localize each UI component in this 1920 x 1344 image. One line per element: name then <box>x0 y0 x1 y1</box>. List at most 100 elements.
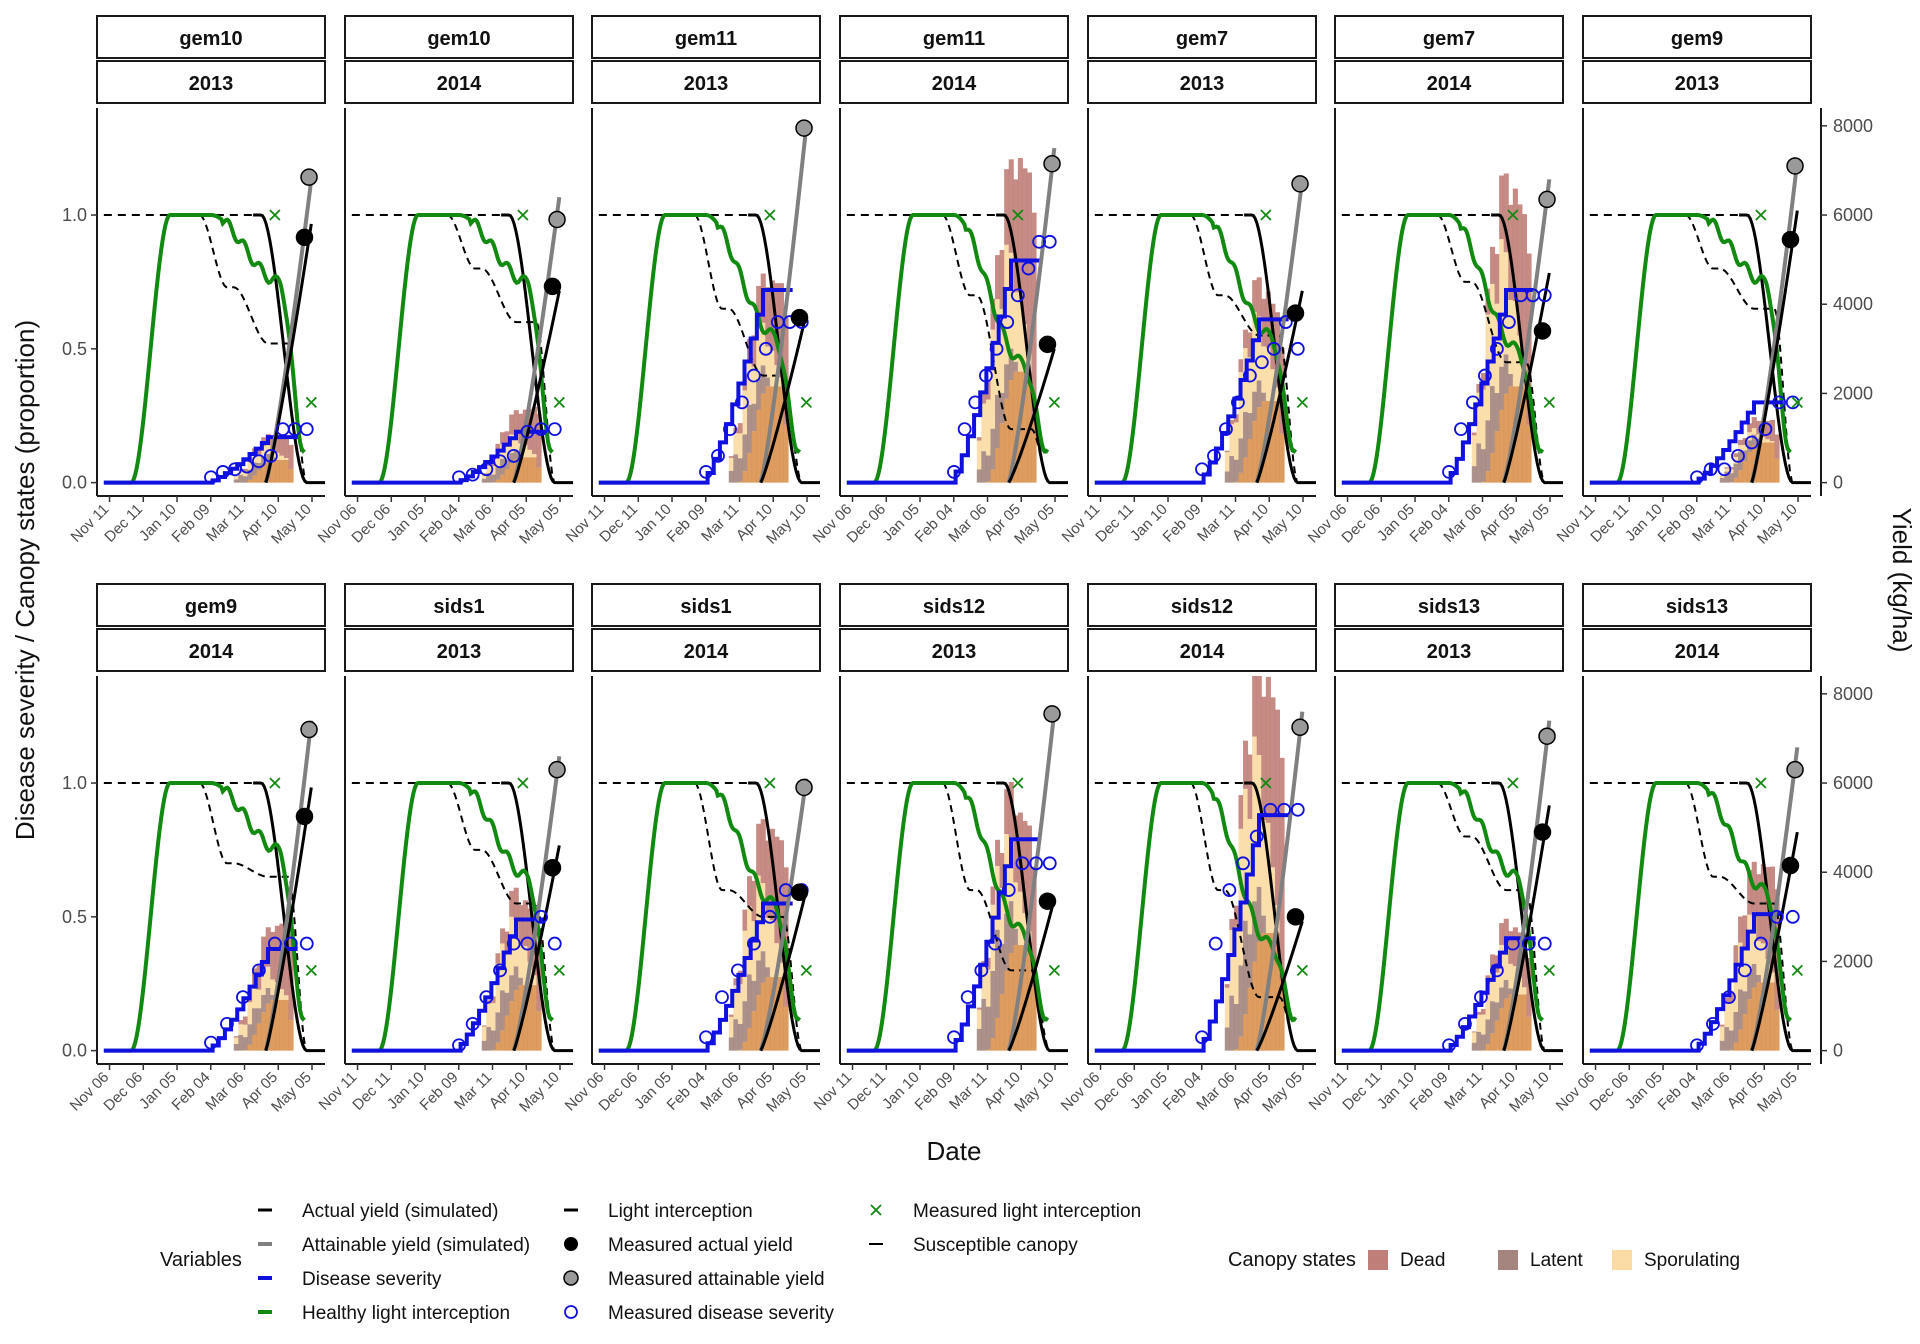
canopy-orange-bar <box>985 1049 991 1051</box>
actual-yield-line <box>1007 348 1056 484</box>
canopy-orange-bar <box>256 1023 262 1051</box>
measured-light-point <box>1507 209 1519 221</box>
canopy-sporulating-bar <box>765 346 771 378</box>
canopy-dead-bar <box>504 431 510 447</box>
x-tick-label: Feb 09 <box>912 1069 957 1114</box>
disease-severity-line <box>351 429 546 485</box>
canopy-orange-bar <box>1004 970 1010 1051</box>
canopy-orange-bar <box>518 457 524 483</box>
canopy-sporulating-bar <box>1769 441 1776 443</box>
measured-severity-point <box>746 936 761 951</box>
canopy-orange-bar <box>1526 424 1532 483</box>
canopy-sporulating-bar <box>531 454 538 458</box>
canopy-dead-bar <box>500 432 506 444</box>
canopy-latent-bar <box>238 474 244 483</box>
canopy-orange-bar <box>1270 932 1276 1051</box>
canopy-sporulating-bar <box>1751 428 1757 435</box>
canopy-dead-bar <box>527 908 533 962</box>
canopy-dead-bar <box>1017 158 1023 292</box>
canopy-latent-bar <box>1233 1003 1239 1050</box>
canopy-sporulating-bar <box>1728 1003 1734 1031</box>
canopy-sporulating-bar <box>1742 950 1748 992</box>
strip-site-label: sids13 <box>1666 596 1728 618</box>
canopy-orange-bar <box>513 990 519 1051</box>
measured-attainable-yield-point <box>795 119 813 137</box>
canopy-dead-bar <box>279 437 285 456</box>
strip-year-label: 2013 <box>932 641 977 663</box>
canopy-sporulating-bar <box>1017 291 1023 372</box>
canopy-dead-bar <box>1256 676 1262 755</box>
canopy-latent-bar <box>233 1044 239 1051</box>
measured-attainable-yield-point <box>548 760 566 779</box>
strip-site-box <box>344 15 574 59</box>
measured-severity-point <box>947 465 961 479</box>
canopy-dead-bar <box>985 957 991 970</box>
strip-site-label: sids13 <box>1418 596 1480 618</box>
canopy-orange-bar <box>527 457 533 483</box>
measured-actual-yield-point <box>295 228 314 247</box>
measured-severity-point <box>1010 288 1025 303</box>
canopy-latent-bar <box>995 394 1001 449</box>
canopy-orange-bar <box>500 474 506 483</box>
canopy-latent-bar <box>1494 1002 1500 1021</box>
canopy-latent-bar <box>1252 391 1258 422</box>
measured-light-point <box>553 396 565 408</box>
canopy-dead-bar <box>765 287 771 347</box>
strip-year-box <box>344 628 574 672</box>
healthy-light-interception-line <box>1094 781 1298 1053</box>
canopy-sporulating-bar <box>778 962 785 978</box>
canopy-orange-bar <box>1274 401 1281 483</box>
canopy-orange-bar <box>1733 477 1739 483</box>
measured-light-point <box>1791 396 1803 408</box>
measured-actual-yield-point <box>1533 322 1552 340</box>
canopy-sporulating-bar <box>769 920 775 978</box>
actual-yield-line <box>512 290 561 484</box>
measured-severity-point <box>979 368 993 383</box>
canopy-dead-bar <box>1499 175 1505 240</box>
strip-year-label: 2014 <box>932 73 977 95</box>
healthy-light-interception-line <box>1589 781 1793 1053</box>
canopy-dead-bar <box>1728 467 1734 470</box>
canopy-latent-bar <box>733 1019 739 1051</box>
canopy-dead-bar <box>976 1007 982 1010</box>
x-tick-label: Dec 06 <box>100 1069 146 1115</box>
strip-year-label: 2014 <box>1675 641 1720 663</box>
canopy-orange-bar <box>1261 932 1267 1051</box>
canopy-latent-bar <box>765 377 771 387</box>
attainable-yield-line <box>758 125 809 484</box>
measured-attainable-yield-point <box>1291 175 1309 193</box>
canopy-dead-bar <box>1503 173 1509 253</box>
measured-severity-point <box>1277 802 1291 817</box>
canopy-orange-bar <box>742 1041 748 1051</box>
canopy-orange-bar <box>1490 1033 1496 1051</box>
canopy-latent-bar <box>1485 1019 1491 1044</box>
canopy-sporulating-bar <box>1769 972 1776 983</box>
canopy-sporulating-bar <box>283 995 290 1000</box>
measured-severity-point <box>731 963 745 978</box>
measured-light-point <box>1048 396 1060 408</box>
canopy-latent-bar <box>976 469 982 483</box>
y2-axis-title: Yield (kg/ha) <box>1887 508 1917 653</box>
x-tick-label: Feb 09 <box>1655 501 1700 546</box>
strip-year-box <box>96 628 326 672</box>
canopy-dead-bar <box>1490 246 1496 284</box>
measured-severity-point <box>1703 462 1718 477</box>
canopy-sporulating-bar <box>513 919 519 967</box>
measured-severity-point <box>947 1030 961 1045</box>
canopy-dead-bar <box>990 886 996 905</box>
canopy-sporulating-bar <box>279 455 285 460</box>
canopy-latent-bar <box>256 1008 262 1024</box>
measured-severity-point <box>1458 1016 1472 1031</box>
x-tick-label: Mar 06 <box>202 1069 247 1114</box>
canopy-sporulating-bar <box>1508 299 1514 374</box>
canopy-orange-bar <box>270 459 276 483</box>
canopy-sporulating-bar <box>1233 422 1239 460</box>
legend-label-2: Disease severity <box>302 1269 442 1290</box>
canopy-latent-bar <box>265 987 271 1004</box>
canopy-dead-bar <box>495 953 501 964</box>
canopy-orange-bar <box>1517 994 1523 1051</box>
measured-actual-yield-point <box>543 859 562 877</box>
measured-attainable-yield-point <box>300 720 318 739</box>
canopy-sporulating-bar <box>270 979 276 995</box>
canopy-latent-bar <box>265 453 271 462</box>
